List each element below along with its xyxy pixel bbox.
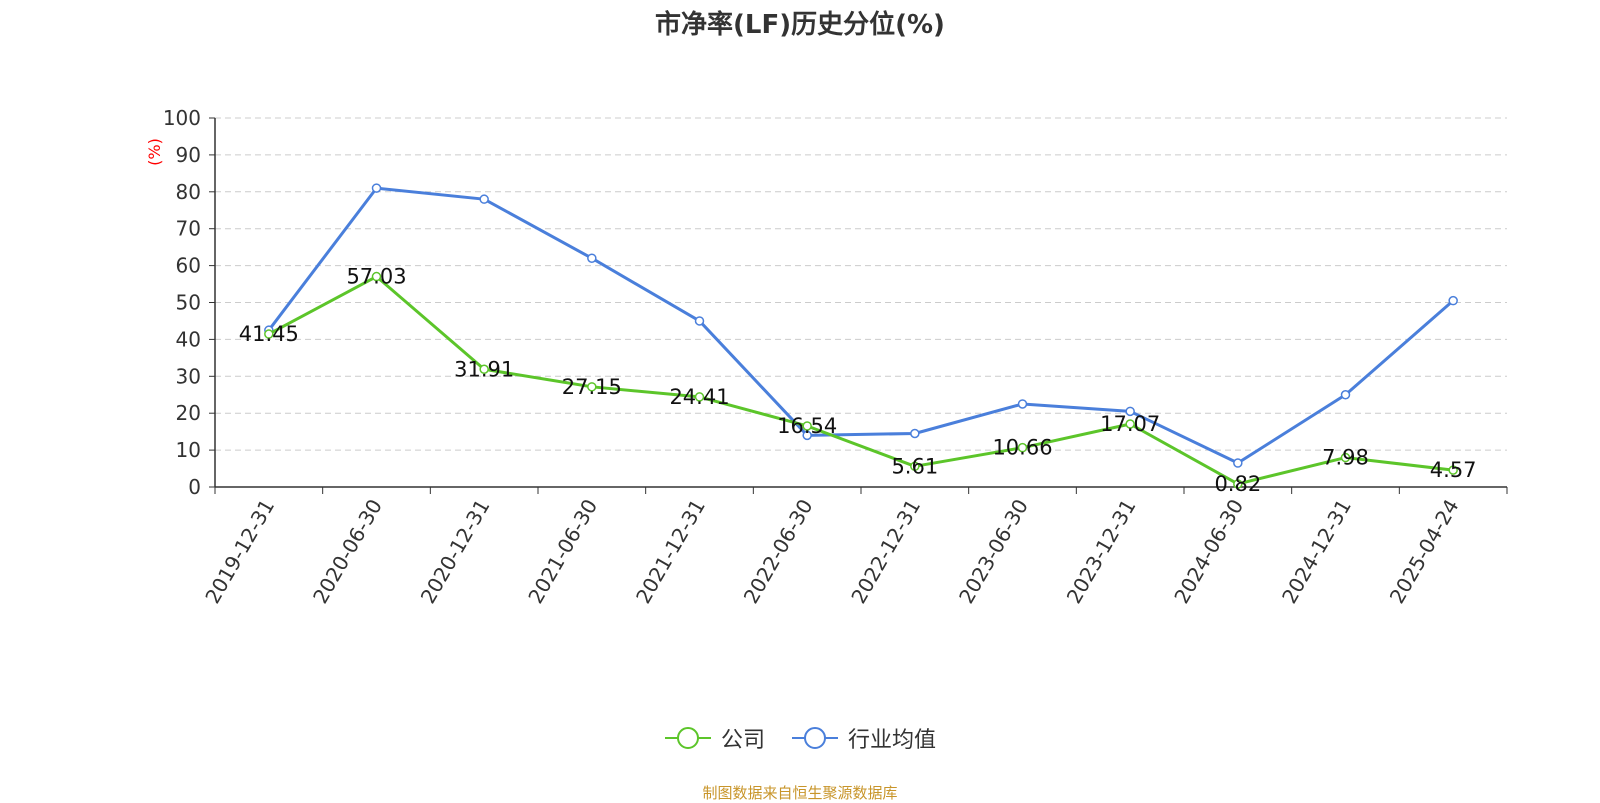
legend-marker-icon [665, 727, 711, 749]
y-tick-label: 50 [176, 291, 201, 315]
x-tick-label: 2020-12-31 [416, 495, 495, 608]
source-note: 制图数据来自恒生聚源数据库 [702, 784, 898, 802]
x-tick-label: 2025-04-24 [1385, 495, 1464, 608]
data-point[interactable] [802, 430, 812, 441]
x-tick-label: 2023-12-31 [1062, 495, 1141, 608]
data-label: 17.07 [1100, 412, 1160, 436]
data-point[interactable] [1017, 442, 1028, 453]
data-label: 57.03 [346, 265, 406, 289]
legend-item[interactable]: 公司 [663, 720, 765, 756]
y-tick-label: 20 [176, 401, 201, 425]
axes: 0 10 20 30 40 50 60 70 80 90 100 2019-12-31 2020-06-… [163, 106, 1508, 608]
data-point[interactable] [1125, 406, 1135, 417]
data-point[interactable] [1125, 419, 1135, 429]
data-label: 0.82 [1214, 472, 1261, 496]
x-tick-label: 2021-06-30 [523, 495, 602, 608]
x-tick-label: 2024-12-31 [1277, 495, 1356, 608]
x-tick-label: 2019-12-31 [200, 495, 279, 608]
data-point[interactable] [371, 183, 382, 193]
y-tick-label: 10 [176, 438, 201, 462]
legend-label: 公司 [721, 728, 766, 753]
y-tick-label: 70 [176, 217, 201, 241]
data-point[interactable] [694, 392, 705, 402]
data-point[interactable] [910, 428, 920, 439]
data-label: 4.57 [1430, 458, 1477, 482]
data-point[interactable] [1340, 390, 1351, 400]
y-tick-label: 30 [176, 364, 201, 388]
x-tick-label: 2022-06-30 [739, 495, 818, 608]
y-tick-label: 80 [176, 180, 201, 204]
data-point[interactable] [910, 461, 920, 472]
data-label: 24.41 [669, 385, 729, 409]
series-line [268, 275, 1454, 486]
y-tick-label: 40 [176, 327, 201, 351]
data-point[interactable] [1233, 458, 1243, 468]
legend-item[interactable]: 行业均值 [790, 720, 936, 756]
x-tick-label: 2022-12-31 [846, 495, 925, 608]
x-tick-label: 2023-06-30 [954, 495, 1033, 608]
legend-marker-icon [792, 727, 838, 749]
data-point[interactable] [479, 194, 489, 204]
y-tick-label: 60 [176, 254, 201, 278]
data-label: 10.66 [992, 436, 1052, 460]
data-point[interactable] [587, 382, 597, 392]
x-tick-label: 2024-06-30 [1169, 495, 1248, 608]
series [264, 183, 1458, 489]
data-label: 27.15 [562, 375, 622, 399]
data-label: 7.98 [1322, 446, 1369, 470]
data-point[interactable] [1340, 452, 1351, 463]
data-point[interactable] [1448, 295, 1458, 306]
y-tick-label: 100 [163, 106, 201, 130]
data-label: 31.91 [454, 357, 514, 381]
data-point[interactable] [587, 253, 597, 263]
grid-lines [215, 117, 1507, 451]
data-point[interactable] [1448, 465, 1458, 475]
chart-title: 市净率(LF)历史分位(%) [655, 10, 945, 40]
data-label: 5.61 [891, 454, 938, 478]
data-point[interactable] [1233, 479, 1243, 489]
y-axis-label: (%) [145, 138, 164, 166]
data-label: 16.54 [777, 414, 837, 438]
data-point[interactable] [479, 364, 489, 375]
data-point[interactable] [694, 316, 705, 326]
legend: 公司 行业均值 [0, 720, 1600, 760]
data-point[interactable] [371, 271, 382, 282]
series-line [267, 186, 1455, 465]
y-tick-label: 90 [176, 143, 201, 167]
legend-label: 行业均值 [848, 728, 937, 753]
x-tick-label: 2021-12-31 [631, 495, 710, 608]
data-point[interactable] [802, 421, 812, 431]
x-tick-label: 2020-06-30 [308, 495, 387, 608]
data-labels: 41.45 57.03 31.91 27.15 24.41 16.54 5.61 10.66 1… [239, 265, 1477, 496]
y-tick-label: 0 [188, 475, 201, 499]
data-point[interactable] [1017, 399, 1028, 409]
data-label: 41.45 [239, 322, 299, 346]
data-point[interactable] [264, 329, 274, 339]
